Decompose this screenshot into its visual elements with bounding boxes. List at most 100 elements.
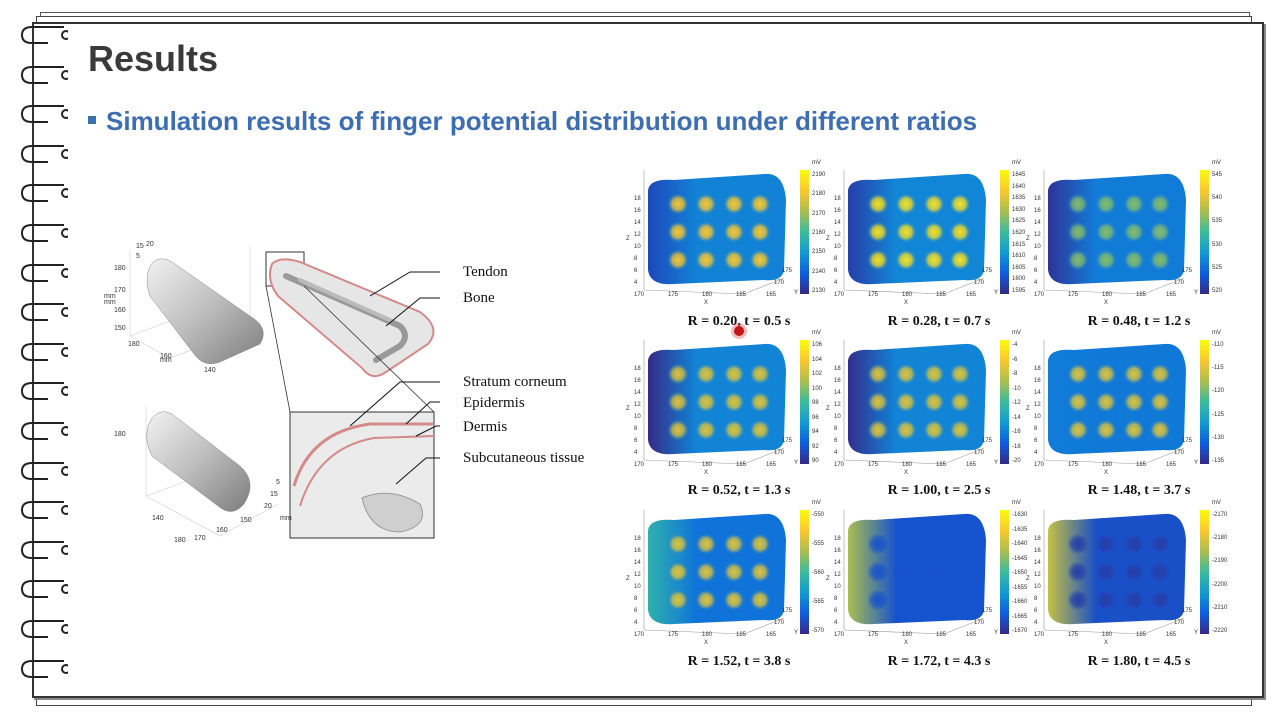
z-tick-label: 14 <box>1034 220 1041 226</box>
electrode-spot <box>867 533 889 555</box>
plot-caption: R = 1.48, t = 3.7 s <box>1087 483 1191 498</box>
x-tick-label: 180 <box>702 632 713 638</box>
colorbar-tick-label: 2190 <box>812 172 826 178</box>
z-tick-label: 18 <box>1034 196 1041 202</box>
z-tick-label: 4 <box>834 450 838 456</box>
x-tick-label: 180 <box>1102 292 1113 298</box>
y-tick-label: 165 <box>766 292 777 298</box>
electrode-spot <box>923 391 945 413</box>
axis-tick-label: mm <box>160 357 172 364</box>
binding-ring <box>18 460 71 482</box>
finger-bottom-shape <box>146 411 251 512</box>
y-tick-label: 165 <box>1166 632 1177 638</box>
axis-tick-label: 170 <box>194 535 206 542</box>
electrode-spot <box>1149 193 1171 215</box>
x-tick-label: 185 <box>936 462 947 468</box>
x-tick-label: 170 <box>634 462 645 468</box>
colorbar-tick-label: -110 <box>1212 342 1224 348</box>
z-tick-label: 8 <box>1034 426 1038 432</box>
y-tick-label: 175 <box>1182 438 1193 444</box>
z-tick-label: 10 <box>1034 584 1041 590</box>
electrode-spot <box>749 589 771 611</box>
label-tendon: Tendon <box>463 264 508 280</box>
colorbar-tick-label: 1620 <box>1012 230 1026 236</box>
z-axis-label: Z <box>626 576 630 582</box>
colorbar-tick-label: 1640 <box>1012 183 1026 190</box>
electrode-spot <box>695 533 717 555</box>
z-tick-label: 8 <box>834 426 838 432</box>
axis-tick-label: 5 <box>136 253 140 260</box>
binding-ring <box>18 578 71 600</box>
electrode-spot <box>867 221 889 243</box>
colorbar <box>1200 510 1209 634</box>
electrode-spot <box>1149 363 1171 385</box>
bullet-square-icon <box>88 116 96 125</box>
colorbar-tick-label: -125 <box>1212 411 1225 418</box>
z-tick-label: 6 <box>634 268 638 274</box>
x-tick-label: 175 <box>668 632 679 638</box>
z-tick-label: 16 <box>634 548 641 554</box>
x-tick-label: 170 <box>1034 462 1045 468</box>
electrode-spot <box>667 193 689 215</box>
x-tick-label: 185 <box>736 292 747 298</box>
colorbar-tick-label: 1615 <box>1012 241 1026 248</box>
electrode-spot <box>749 419 771 441</box>
electrode-spot <box>749 249 771 271</box>
colorbar-tick-label: -560 <box>812 570 825 576</box>
z-tick-label: 12 <box>834 232 841 238</box>
electrode-spot <box>667 589 689 611</box>
z-tick-label: 14 <box>1034 560 1041 566</box>
binding-ring <box>18 64 71 86</box>
z-tick-label: 10 <box>834 244 841 250</box>
electrode-spot <box>949 193 971 215</box>
electrode-spot <box>695 193 717 215</box>
axis-tick-label: 180 <box>114 265 126 272</box>
plot-caption: R = 0.48, t = 1.2 s <box>1087 314 1191 329</box>
binding-ring <box>18 24 71 46</box>
colorbar <box>1000 170 1009 294</box>
electrode-spot <box>723 363 745 385</box>
y-tick-label: 175 <box>982 608 993 614</box>
colorbar-unit: mV <box>1212 500 1221 506</box>
electrode-spot <box>923 589 945 611</box>
electrode-spot <box>949 419 971 441</box>
x-axis-label: X <box>704 300 709 306</box>
axis-tick-label: 15 <box>270 491 278 498</box>
colorbar-tick-label: -20 <box>1012 458 1021 464</box>
colorbar-tick-label: -550 <box>812 512 825 518</box>
electrode-spot <box>867 419 889 441</box>
colorbar-tick-label: 1610 <box>1012 253 1026 260</box>
colorbar-tick-label: 92 <box>812 443 819 450</box>
x-tick-label: 180 <box>1102 632 1113 638</box>
binding-ring <box>18 143 71 165</box>
colorbar-tick-label: 102 <box>812 371 823 377</box>
colorbar-tick-label: 1625 <box>1012 218 1026 225</box>
colorbar <box>800 510 809 634</box>
z-tick-label: 8 <box>1034 256 1038 262</box>
colorbar-tick-label: -6 <box>1012 356 1018 363</box>
z-tick-label: 12 <box>834 402 841 408</box>
electrode-spot <box>1095 419 1117 441</box>
x-tick-label: 175 <box>1068 292 1079 298</box>
colorbar-tick-label: 96 <box>812 414 819 421</box>
colorbar-unit: mV <box>1012 500 1021 506</box>
electrode-spot <box>695 419 717 441</box>
electrode-spot <box>1123 391 1145 413</box>
colorbar-tick-label: 1630 <box>1012 206 1026 213</box>
colorbar-unit: mV <box>812 500 821 506</box>
electrode-spot <box>867 391 889 413</box>
z-tick-label: 10 <box>634 244 641 250</box>
colorbar-unit: mV <box>1012 330 1021 336</box>
colorbar-tick-label: -4 <box>1012 342 1018 348</box>
label-bone: Bone <box>463 290 495 306</box>
z-axis-label: Z <box>826 406 830 412</box>
label-dermis: Dermis <box>463 419 508 435</box>
colorbar-tick-label: 2180 <box>812 191 826 198</box>
colorbar-tick-label: -1630 <box>1012 512 1028 518</box>
z-tick-label: 16 <box>1034 378 1041 384</box>
electrode-spot <box>749 391 771 413</box>
binding-ring <box>18 658 71 680</box>
x-axis-label: X <box>704 640 709 646</box>
